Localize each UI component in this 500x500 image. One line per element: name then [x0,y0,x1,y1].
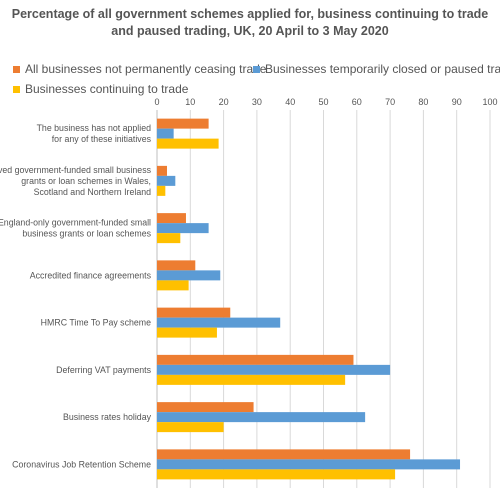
x-tick-label: 70 [385,97,395,107]
category-label: Deferring VAT payments [56,365,151,375]
bar [157,469,396,480]
legend-swatch-orange [13,65,20,73]
bar [157,374,346,385]
x-tick-label: 40 [285,97,295,107]
bar [157,402,254,413]
bar [157,233,181,244]
legend-label: Businesses temporarily closed or paused … [265,62,500,76]
x-tick-label: 100 [482,97,497,107]
bar [157,459,461,470]
bar [157,422,224,433]
category-label: HMRC Time To Pay scheme [41,318,151,328]
bar [157,223,209,234]
bar [157,270,221,281]
x-tick-label: 50 [318,97,328,107]
legend-item-continuing-trade: Businesses continuing to trade [13,82,188,96]
bar [157,175,176,186]
category-label: Accredited finance agreements [30,270,152,280]
legend-item-paused-trading: Businesses temporarily closed or paused … [253,62,500,76]
x-tick-label: 0 [154,97,159,107]
category-label: Coronavirus Job Retention Scheme [12,459,151,469]
x-tick-label: 20 [219,97,229,107]
x-tick-label: 10 [185,97,195,107]
category-label: The business has not applied for any of t… [37,123,152,144]
bar [157,185,166,196]
x-tick-label: 80 [418,97,428,107]
chart-title: Percentage of all government schemes app… [11,7,489,38]
bar [157,138,219,149]
bar [157,364,391,375]
bar [157,412,366,423]
bar [157,118,209,129]
legend-label: Businesses continuing to trade [25,82,189,96]
x-tick-label: 30 [252,97,262,107]
bar [157,327,217,338]
bar [157,213,186,224]
bar [157,307,231,318]
legend-swatch-blue [253,65,260,73]
bar [157,317,281,328]
x-tick-label: 60 [352,97,362,107]
bar [157,165,167,176]
bar [157,260,196,271]
category-label: England-only government-funded small busi… [0,218,152,239]
bar [157,354,354,365]
x-tick-label: 90 [452,97,462,107]
legend-swatch-yellow [13,85,20,93]
legend-label: All businesses not permanently ceasing t… [25,62,267,76]
category-label: Business rates holiday [63,412,152,422]
category-label: Devolved government-funded small busines… [0,165,152,197]
legend-item-all-businesses: All businesses not permanently ceasing t… [13,62,266,76]
bar [157,128,174,139]
bar [157,280,189,291]
bar [157,449,411,460]
